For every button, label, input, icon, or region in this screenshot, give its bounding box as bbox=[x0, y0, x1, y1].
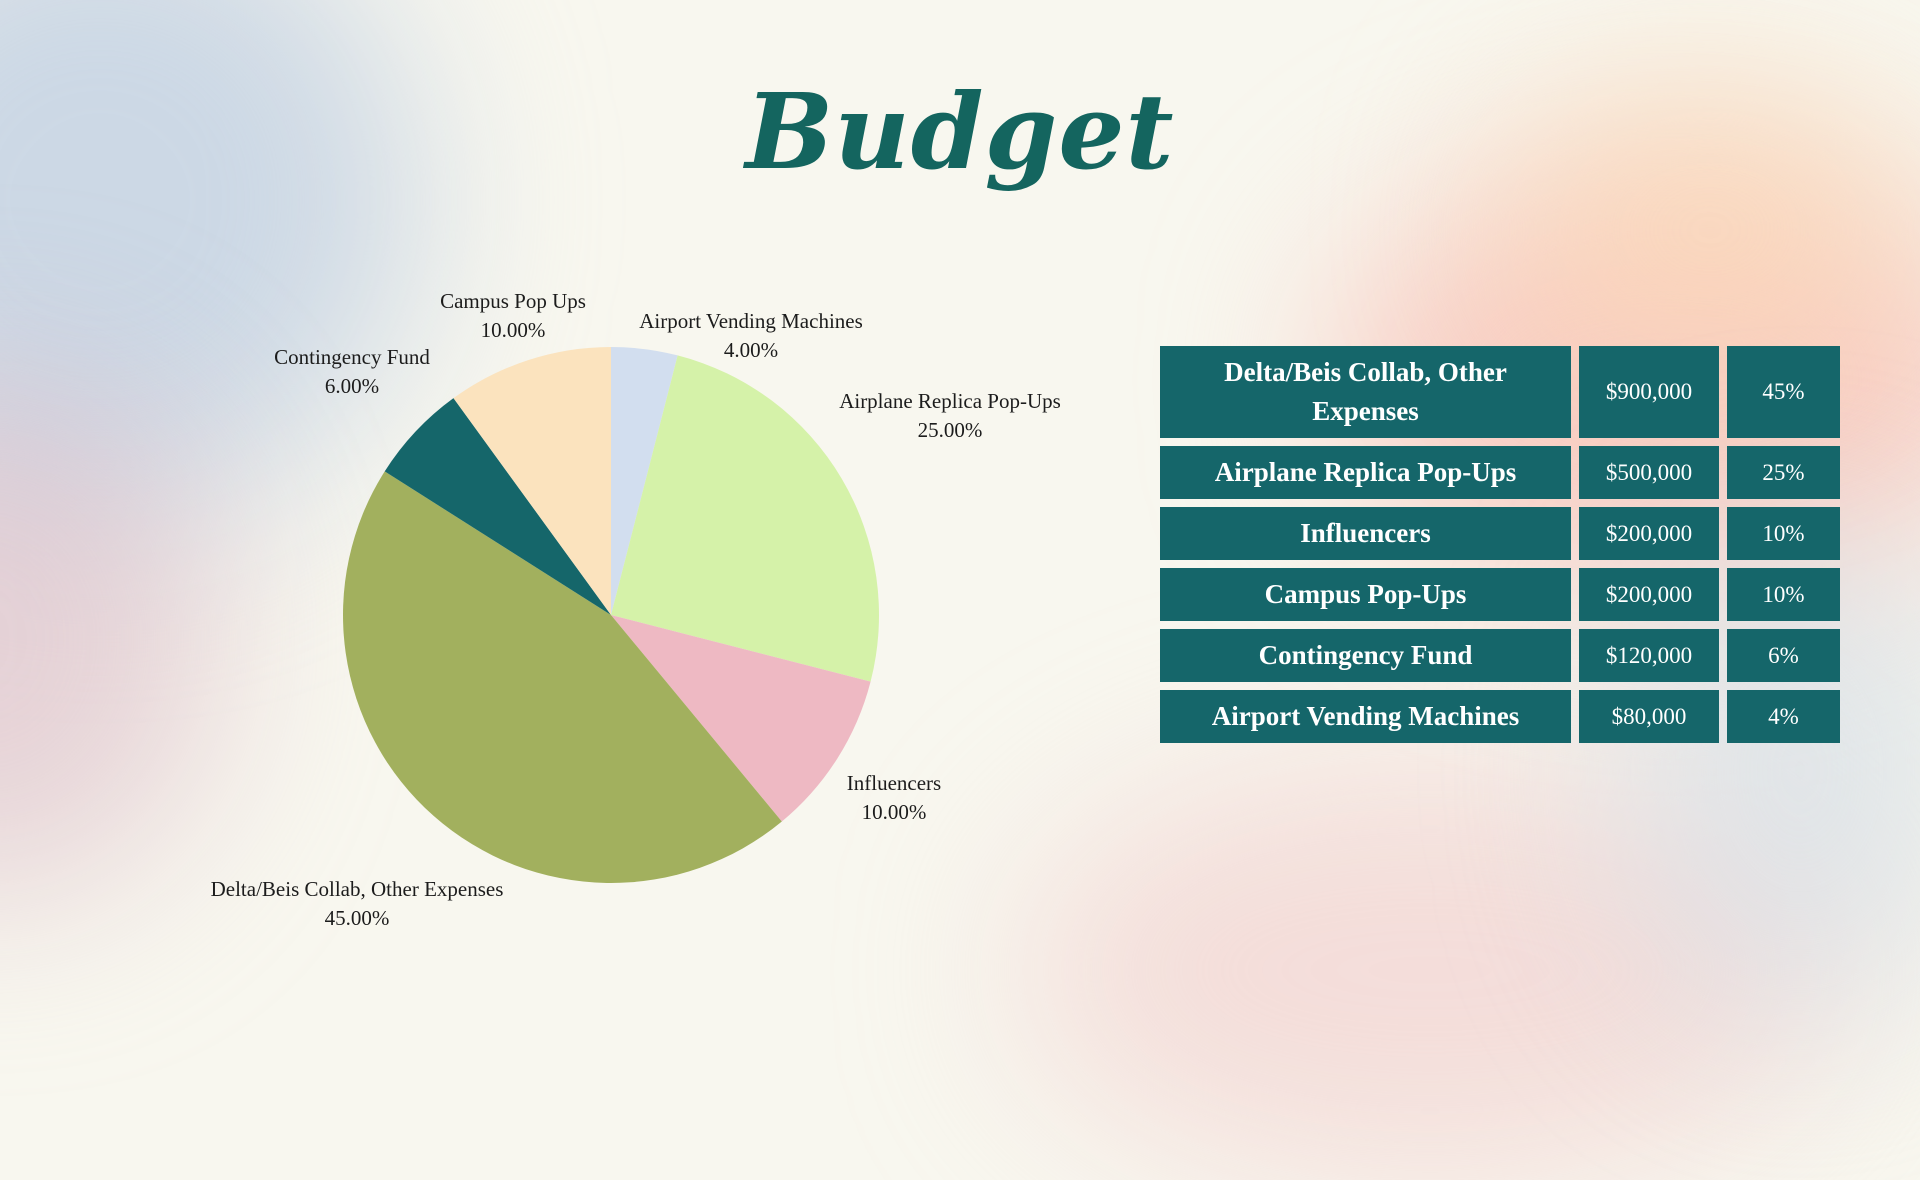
pie-slice bbox=[611, 615, 871, 822]
pie-slice-label: Influencers bbox=[847, 771, 941, 795]
table-row-amount: $80,000 bbox=[1579, 690, 1719, 743]
pie-slice bbox=[343, 471, 782, 883]
table-row-name: Delta/Beis Collab, Other Expenses bbox=[1160, 346, 1571, 438]
pie-slice-percent: 6.00% bbox=[325, 374, 379, 398]
table-row-percent: 10% bbox=[1727, 507, 1840, 560]
pie-slice-percent: 10.00% bbox=[862, 800, 927, 824]
pie-slice-percent: 10.00% bbox=[481, 318, 546, 342]
pie-slice-label: Airplane Replica Pop-Ups bbox=[839, 389, 1061, 413]
table-row-amount: $900,000 bbox=[1579, 346, 1719, 438]
pie-slice bbox=[611, 355, 879, 682]
pie-slice bbox=[384, 398, 611, 615]
table-row-name: Airport Vending Machines bbox=[1160, 690, 1571, 743]
pie-slices bbox=[343, 347, 879, 883]
table-row-percent: 45% bbox=[1727, 346, 1840, 438]
pie-slice-label: Airport Vending Machines bbox=[639, 309, 863, 333]
pie-slice-label: Delta/Beis Collab, Other Expenses bbox=[211, 877, 504, 901]
page-title: Budget bbox=[745, 70, 1175, 193]
pie-slice-percent: 45.00% bbox=[325, 906, 390, 930]
table-row-amount: $200,000 bbox=[1579, 568, 1719, 621]
pie-slice bbox=[611, 347, 678, 615]
table-row-amount: $500,000 bbox=[1579, 446, 1719, 499]
table-row-name: Airplane Replica Pop-Ups bbox=[1160, 446, 1571, 499]
pie-slice bbox=[453, 347, 611, 615]
table-row-name: Campus Pop-Ups bbox=[1160, 568, 1571, 621]
table-row-amount: $120,000 bbox=[1579, 629, 1719, 682]
pie-slice-percent: 4.00% bbox=[724, 338, 778, 362]
pie-labels: Airport Vending Machines 4.00% Airplane Re… bbox=[211, 289, 1061, 930]
budget-table: Delta/Beis Collab, Other Expenses $900,0… bbox=[1160, 346, 1840, 743]
pie-slice-label: Contingency Fund bbox=[274, 345, 430, 369]
table-row-amount: $200,000 bbox=[1579, 507, 1719, 560]
table-row-name: Contingency Fund bbox=[1160, 629, 1571, 682]
table-row-percent: 6% bbox=[1727, 629, 1840, 682]
budget-pie-chart: Airport Vending Machines 4.00% Airplane Re… bbox=[211, 289, 1061, 930]
table-row-percent: 10% bbox=[1727, 568, 1840, 621]
table-row-percent: 4% bbox=[1727, 690, 1840, 743]
pie-slice-percent: 25.00% bbox=[918, 418, 983, 442]
pie-slice-label: Campus Pop Ups bbox=[440, 289, 586, 313]
table-row-percent: 25% bbox=[1727, 446, 1840, 499]
table-row-name: Influencers bbox=[1160, 507, 1571, 560]
